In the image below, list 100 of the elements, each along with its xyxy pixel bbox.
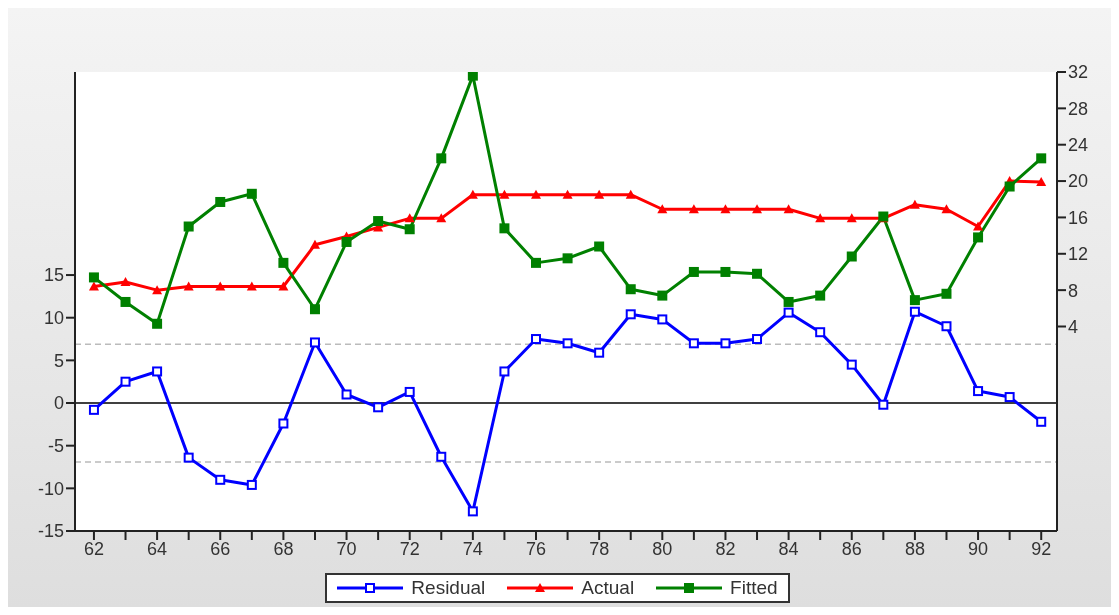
point: [594, 347, 605, 358]
point: [278, 257, 289, 268]
point: [246, 188, 257, 199]
point: [120, 276, 131, 286]
point: [436, 213, 447, 223]
y2-tick-label: 32: [1068, 62, 1089, 83]
point: [657, 204, 668, 214]
x-tick-label: 68: [273, 538, 294, 559]
y-tick-label: 5: [53, 350, 64, 371]
point: [152, 285, 163, 295]
point: [404, 224, 415, 235]
point: [215, 474, 226, 485]
point: [1036, 153, 1047, 164]
y2-tick-label: 8: [1068, 280, 1079, 301]
point: [973, 386, 984, 397]
point: [152, 318, 163, 329]
point: [752, 268, 763, 279]
point: [88, 281, 99, 291]
y2-tick-label: 28: [1068, 98, 1089, 119]
y-tick-label: -15: [37, 521, 64, 542]
point: [815, 327, 826, 338]
point: [1036, 416, 1047, 427]
point: [657, 314, 668, 325]
point: [499, 366, 510, 377]
point: [531, 257, 541, 268]
point: [88, 404, 99, 415]
point: [531, 334, 541, 345]
y2-tick-label: 16: [1068, 207, 1089, 228]
point: [373, 216, 384, 227]
point: [846, 251, 857, 262]
y2-tick-label: 24: [1068, 135, 1089, 156]
point: [783, 204, 794, 214]
y2-tick-label: 20: [1068, 171, 1089, 192]
legend-label: Actual: [580, 577, 635, 599]
point: [878, 399, 889, 410]
x-tick-label: 78: [589, 538, 610, 559]
point: [688, 338, 699, 349]
point: [183, 452, 194, 463]
x-tick-label: 92: [1031, 538, 1052, 559]
point: [720, 204, 731, 214]
y-tick-label: 15: [43, 265, 64, 286]
y-tick-label: -5: [47, 436, 64, 457]
point: [846, 213, 857, 223]
x-tick-label: 86: [841, 538, 862, 559]
point: [941, 288, 952, 299]
point: [467, 506, 478, 517]
point: [278, 281, 289, 291]
point: [752, 204, 763, 214]
point: [562, 253, 573, 264]
point: [783, 307, 794, 318]
point: [973, 221, 984, 231]
x-tick-label: 76: [525, 538, 547, 559]
x-tick-label: 88: [904, 538, 925, 559]
point: [657, 290, 668, 301]
x-tick-label: 66: [210, 538, 231, 559]
point: [941, 204, 952, 214]
point: [309, 337, 320, 348]
point: [973, 232, 984, 243]
point: [373, 402, 384, 413]
point: [215, 281, 226, 291]
x-tick-label: 74: [462, 538, 483, 559]
point: [88, 272, 99, 283]
x-tick-label: 72: [399, 538, 420, 559]
legend-label: Fitted: [729, 577, 778, 599]
point: [152, 366, 163, 377]
point: [688, 266, 699, 277]
point: [815, 213, 826, 223]
point: [183, 221, 194, 232]
y-tick-label: 0: [53, 393, 64, 414]
y2-tick-label: 12: [1068, 244, 1089, 265]
point: [846, 359, 857, 370]
point: [436, 451, 447, 462]
point: [625, 309, 636, 320]
point: [941, 321, 952, 332]
point: [1036, 176, 1047, 186]
point: [625, 189, 636, 199]
point: [562, 338, 573, 349]
x-tick-label: 82: [715, 538, 736, 559]
point: [909, 306, 920, 317]
x-tick-label: 80: [652, 538, 673, 559]
y-tick-label: -10: [37, 478, 64, 499]
point: [720, 266, 731, 277]
x-tick-label: 64: [147, 538, 168, 559]
point: [1004, 392, 1015, 403]
point: [688, 204, 699, 214]
point: [120, 296, 131, 307]
point: [499, 189, 510, 199]
y2-tick-label: 4: [1068, 316, 1079, 337]
point: [246, 479, 257, 490]
point: [783, 296, 794, 307]
point: [1004, 181, 1015, 192]
point: [278, 418, 289, 429]
point: [531, 189, 541, 199]
point: [341, 236, 352, 247]
legend-label: Residual: [410, 577, 486, 599]
point: [625, 284, 636, 295]
point: [404, 213, 415, 223]
point: [815, 290, 826, 301]
point: [752, 334, 763, 345]
x-tick-label: 70: [336, 538, 357, 559]
